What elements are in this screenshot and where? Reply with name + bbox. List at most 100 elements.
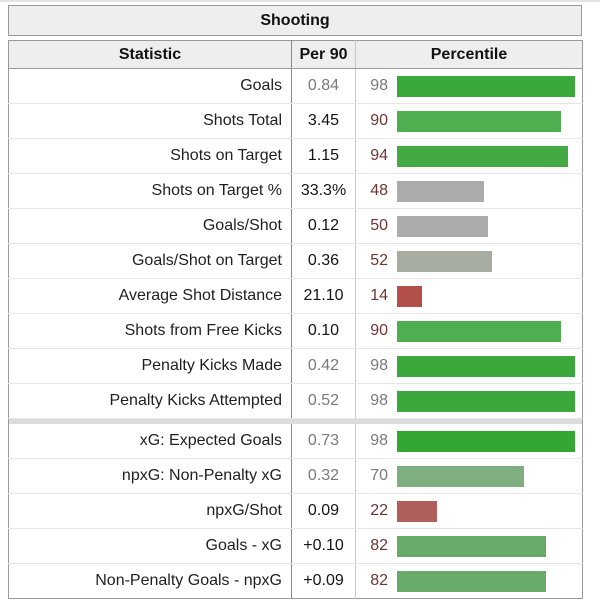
percentile-bar xyxy=(397,500,438,522)
per90-value: +0.09 xyxy=(291,563,356,599)
per90-value: 0.32 xyxy=(291,458,356,494)
per90-value: 0.36 xyxy=(291,243,356,279)
table-title: Shooting xyxy=(8,5,582,36)
table-row: npxG: Non-Penalty xG 0.32 70 xyxy=(8,458,583,494)
percentile-value: 98 xyxy=(370,357,388,374)
stat-label: Goals/Shot xyxy=(8,208,292,244)
percentile-bar-track xyxy=(397,145,579,167)
percentile-cell: 90 xyxy=(362,104,579,138)
shooting-scouting-report: Shooting Statistic Per 90 Percentile Goa… xyxy=(8,5,583,599)
percentile-bar-track xyxy=(397,430,579,452)
percentile-bar-track xyxy=(397,75,579,97)
percentile-cell: 98 xyxy=(362,69,579,103)
per90-value: 3.45 xyxy=(291,103,356,139)
stat-label: Goals/Shot on Target xyxy=(8,243,292,279)
stat-label: npxG/Shot xyxy=(8,493,292,529)
per90-value: 0.42 xyxy=(291,348,356,384)
percentile-value: 98 xyxy=(370,432,388,449)
percentile-bar xyxy=(397,215,488,237)
column-header-statistic: Statistic xyxy=(8,40,292,69)
per90-value: 0.52 xyxy=(291,383,356,419)
percentile-bar-track xyxy=(397,320,579,342)
percentile-value: 82 xyxy=(370,572,388,589)
stats-table-body: Goals 0.84 98 Shots Total 3.45 90 Shots … xyxy=(8,68,583,599)
percentile-bar-track xyxy=(397,250,579,272)
percentile-bar-track xyxy=(397,465,579,487)
percentile-value: 70 xyxy=(370,467,388,484)
percentile-value: 22 xyxy=(370,502,388,519)
stat-label: Shots from Free Kicks xyxy=(8,313,292,349)
percentile-value: 98 xyxy=(370,392,388,409)
page-top-divider xyxy=(0,0,600,2)
percentile-bar xyxy=(397,320,561,342)
per90-value: 33.3% xyxy=(291,173,356,209)
percentile-bar-track xyxy=(397,390,579,412)
stat-label: Shots on Target xyxy=(8,138,292,174)
table-row: Goals/Shot 0.12 50 xyxy=(8,208,583,244)
per90-value: +0.10 xyxy=(291,528,356,564)
percentile-cell: 94 xyxy=(362,139,579,173)
section-divider xyxy=(8,418,583,424)
percentile-bar-track xyxy=(397,570,579,592)
per90-value: 0.09 xyxy=(291,493,356,529)
percentile-cell: 50 xyxy=(362,209,579,243)
percentile-cell: 14 xyxy=(362,279,579,313)
percentile-bar-track xyxy=(397,285,579,307)
percentile-bar xyxy=(397,535,547,557)
table-row: Shots Total 3.45 90 xyxy=(8,103,583,139)
table-row: Penalty Kicks Made 0.42 98 xyxy=(8,348,583,384)
percentile-bar-track xyxy=(397,180,579,202)
column-header-per90: Per 90 xyxy=(291,40,356,69)
per90-value: 1.15 xyxy=(291,138,356,174)
stat-label: Non-Penalty Goals - npxG xyxy=(8,563,292,599)
percentile-value: 90 xyxy=(370,112,388,129)
percentile-cell: 90 xyxy=(362,314,579,348)
table-row: Shots from Free Kicks 0.10 90 xyxy=(8,313,583,349)
percentile-bar xyxy=(397,390,576,412)
per90-value: 0.10 xyxy=(291,313,356,349)
percentile-cell: 82 xyxy=(362,529,579,563)
percentile-bar xyxy=(397,570,547,592)
per90-value: 0.84 xyxy=(291,68,356,104)
table-row: Non-Penalty Goals - npxG +0.09 82 xyxy=(8,563,583,599)
table-row: xG: Expected Goals 0.73 98 xyxy=(8,424,583,459)
percentile-cell: 98 xyxy=(362,349,579,383)
per90-value: 0.73 xyxy=(291,424,356,459)
column-header-percentile: Percentile xyxy=(355,40,583,69)
percentile-value: 94 xyxy=(370,147,388,164)
percentile-cell: 98 xyxy=(362,424,579,458)
percentile-bar xyxy=(397,145,569,167)
stat-label: Average Shot Distance xyxy=(8,278,292,314)
percentile-bar-track xyxy=(397,110,579,132)
percentile-cell: 98 xyxy=(362,384,579,418)
table-row: Average Shot Distance 21.10 14 xyxy=(8,278,583,314)
stat-label: Penalty Kicks Attempted xyxy=(8,383,292,419)
percentile-bar xyxy=(397,250,492,272)
percentile-value: 98 xyxy=(370,77,388,94)
table-row: npxG/Shot 0.09 22 xyxy=(8,493,583,529)
percentile-bar xyxy=(397,430,576,452)
percentile-value: 52 xyxy=(370,252,388,269)
header-row: Statistic Per 90 Percentile xyxy=(8,40,583,69)
percentile-value: 90 xyxy=(370,322,388,339)
stat-label: xG: Expected Goals xyxy=(8,424,292,459)
percentile-value: 82 xyxy=(370,537,388,554)
table-row: Shots on Target % 33.3% 48 xyxy=(8,173,583,209)
table-row: Goals - xG +0.10 82 xyxy=(8,528,583,564)
percentile-bar-track xyxy=(397,355,579,377)
per90-value: 0.12 xyxy=(291,208,356,244)
percentile-bar xyxy=(397,75,576,97)
percentile-bar xyxy=(397,285,423,307)
percentile-cell: 52 xyxy=(362,244,579,278)
percentile-bar-track xyxy=(397,535,579,557)
stat-label: Penalty Kicks Made xyxy=(8,348,292,384)
percentile-value: 14 xyxy=(370,287,388,304)
percentile-bar xyxy=(397,110,561,132)
percentile-cell: 48 xyxy=(362,174,579,208)
stat-label: npxG: Non-Penalty xG xyxy=(8,458,292,494)
percentile-bar-track xyxy=(397,500,579,522)
stat-label: Shots on Target % xyxy=(8,173,292,209)
stat-label: Goals xyxy=(8,68,292,104)
table-row: Shots on Target 1.15 94 xyxy=(8,138,583,174)
table-row: Penalty Kicks Attempted 0.52 98 xyxy=(8,383,583,419)
